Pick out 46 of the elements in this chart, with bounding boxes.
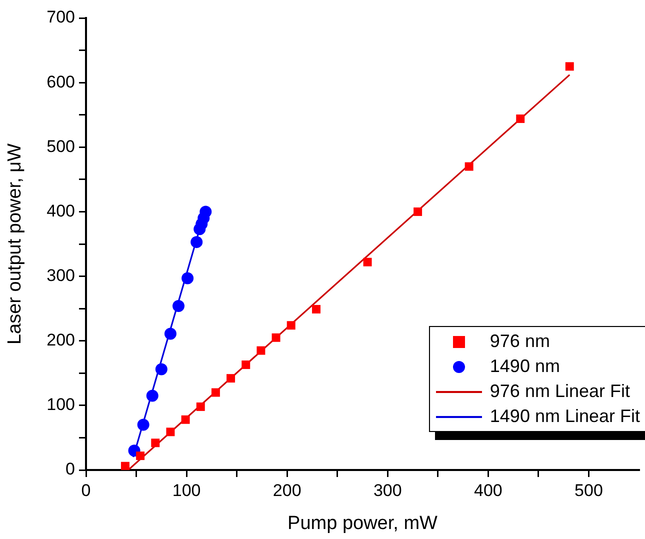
point — [182, 272, 194, 284]
point — [190, 236, 203, 248]
legend-label: 1490 nm Linear Fit — [490, 406, 640, 427]
point — [312, 304, 320, 314]
x-axis-title: Pump power, mW — [288, 512, 438, 534]
x-tick-label: 300 — [373, 480, 402, 500]
point — [137, 418, 150, 431]
point — [166, 428, 175, 436]
y-tick-label: 100 — [46, 395, 75, 414]
point — [172, 300, 184, 312]
x-tick-label: 500 — [574, 480, 603, 500]
point — [200, 206, 212, 218]
point — [146, 390, 158, 402]
x-tick-label: 200 — [272, 480, 302, 500]
point — [181, 415, 190, 424]
point — [196, 402, 205, 411]
y-tick-label: 400 — [46, 201, 75, 220]
y-tick-label: 700 — [46, 8, 75, 27]
legend-label: 976 nm Linear Fit — [490, 381, 630, 402]
point — [464, 162, 474, 171]
point — [155, 363, 168, 376]
point — [256, 346, 266, 355]
point — [164, 328, 176, 340]
point — [211, 388, 220, 397]
y-tick-label: 300 — [46, 266, 75, 285]
point — [136, 452, 145, 460]
y-tick-label: 600 — [46, 72, 75, 92]
point — [226, 374, 236, 383]
point — [286, 321, 296, 330]
point — [363, 258, 372, 266]
point — [151, 438, 160, 448]
y-axis-title: Laser output power, μW — [4, 143, 26, 345]
x-tick-label: 100 — [172, 480, 201, 500]
legend-label: 1490 nm — [490, 356, 560, 377]
legend-label: 976 nm — [490, 331, 550, 352]
point — [272, 333, 280, 342]
point — [565, 62, 574, 71]
y-tick-label: 500 — [46, 136, 75, 156]
x-tick-label: 400 — [474, 480, 502, 500]
y-tick-label: 0 — [66, 460, 75, 479]
x-tick-label: 0 — [81, 480, 91, 500]
point — [120, 462, 130, 470]
y-tick-label: 200 — [46, 330, 75, 350]
point — [414, 207, 422, 216]
point — [516, 114, 525, 123]
point — [242, 360, 250, 369]
